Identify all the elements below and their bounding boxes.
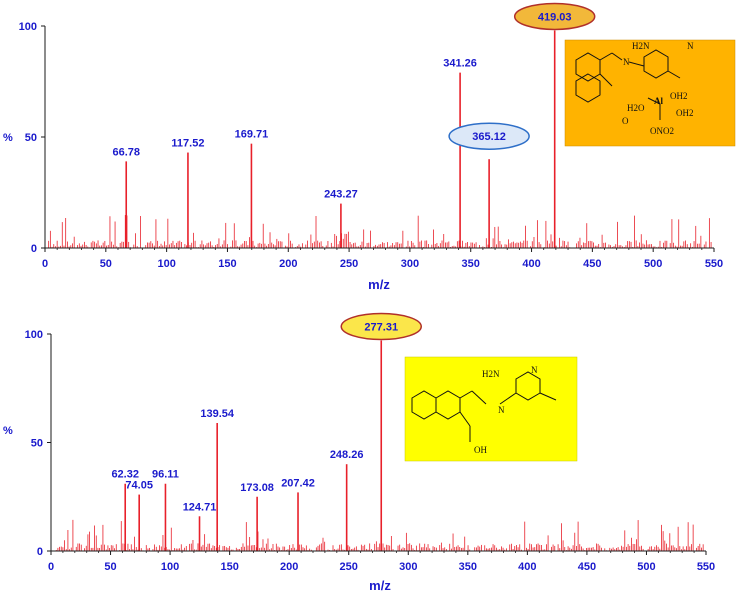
bottom-peak-label: 139.54	[200, 408, 235, 420]
bottom-x-tick-label: 550	[697, 561, 715, 573]
top-peak-label: 365.12	[472, 131, 506, 143]
top-x-tick-label: 300	[401, 258, 419, 270]
bottom-peak-label: 124.71	[183, 501, 217, 513]
top-spectrum-panel: 0 50 100 150 200 250 300 350 400 450 500 550 0 50 100…	[3, 2, 736, 292]
bottom-structure-box: H2N N N OH	[404, 356, 578, 462]
top-structure-background	[564, 39, 736, 147]
bottom-highlight-oval	[340, 312, 423, 341]
bottom-x-tick-label: 400	[518, 561, 536, 573]
top-peak-labels: 66.78 117.52 169.71 243.27 341.26 365.12 419.0…	[112, 2, 596, 201]
bottom-x-axis-title: m/z	[369, 578, 391, 593]
top-x-tick-label: 50	[100, 258, 112, 270]
top-x-axis-title: m/z	[368, 277, 390, 292]
bottom-x-tick-label: 100	[161, 561, 179, 573]
top-chem-label: H2O	[627, 103, 645, 113]
top-x-tick-label: 0	[42, 258, 48, 270]
top-chem-label: H2N	[632, 41, 650, 51]
bottom-chem-label: N	[498, 405, 505, 415]
bottom-structure-bonds	[411, 371, 557, 442]
top-structure-box: H2N N N H2O Al OH2 OH2 O ONO2	[564, 39, 736, 147]
bottom-x-tick-label: 350	[459, 561, 477, 573]
top-chem-label: N	[687, 41, 694, 51]
bottom-y-tick-label: 100	[25, 329, 43, 341]
bottom-peak-label: 62.32	[111, 469, 139, 481]
bottom-chem-label: H2N	[482, 369, 500, 379]
top-chem-label: O	[622, 116, 629, 126]
top-chem-label: OH2	[670, 91, 688, 101]
top-x-ticks: 0 50 100 150 200 250 300 350 400 450 500 550	[42, 248, 723, 270]
top-peak-label: 117.52	[171, 138, 204, 150]
top-x-tick-label: 550	[705, 258, 723, 270]
bottom-x-ticks: 0 50 100 150 200 250 300 350 400 450 500 550	[48, 551, 715, 573]
bottom-peak-label: 248.26	[330, 449, 364, 461]
top-y-tick-label: 50	[25, 132, 37, 144]
bottom-spectrum-panel: 0 50 100 150 200 250 300 350 400 450 500 550 0 50 100…	[3, 312, 715, 593]
top-x-tick-label: 400	[522, 258, 540, 270]
bottom-x-tick-label: 450	[578, 561, 596, 573]
bottom-peak-label: 96.11	[152, 469, 179, 481]
bottom-peak-label: 277.31	[364, 322, 398, 334]
top-structure-bonds	[575, 49, 681, 120]
bottom-chem-label: N	[531, 365, 538, 375]
top-y-axis-title: %	[3, 132, 13, 144]
bottom-x-tick-label: 200	[280, 561, 298, 573]
top-peak-label: 169.71	[235, 129, 269, 141]
top-y-tick-label: 100	[19, 21, 37, 33]
bottom-x-tick-label: 50	[104, 561, 116, 573]
top-peak-label: 341.26	[443, 58, 477, 70]
bottom-x-tick-label: 500	[637, 561, 655, 573]
top-x-tick-label: 100	[157, 258, 175, 270]
bottom-peak-label: 207.42	[281, 477, 315, 489]
top-highlight-oval	[513, 2, 596, 31]
top-chem-label: N	[623, 57, 630, 67]
bottom-labeled-peaks	[124, 340, 383, 551]
top-y-ticks: 0 50 100	[19, 21, 45, 255]
top-chem-label: OH2	[676, 108, 694, 118]
bottom-x-tick-label: 0	[48, 561, 54, 573]
bottom-y-tick-label: 50	[31, 438, 43, 450]
bottom-noise-peaks	[54, 519, 704, 551]
top-x-tick-label: 450	[583, 258, 601, 270]
top-chem-label: ONO2	[650, 126, 674, 136]
top-y-tick-label: 0	[31, 243, 37, 255]
top-x-tick-label: 200	[279, 258, 297, 270]
bottom-peak-label: 74.05	[125, 480, 153, 492]
bottom-y-tick-label: 0	[37, 546, 43, 558]
top-noise-peaks	[48, 215, 712, 248]
bottom-x-tick-label: 150	[220, 561, 238, 573]
bottom-x-tick-label: 250	[340, 561, 358, 573]
top-x-tick-label: 500	[644, 258, 662, 270]
top-peak-label: 419.03	[538, 11, 572, 23]
bottom-chem-label: OH	[474, 445, 487, 455]
bottom-peak-label: 173.08	[240, 482, 274, 494]
top-x-tick-label: 350	[462, 258, 480, 270]
bottom-structure-background	[404, 356, 578, 462]
bottom-axes	[50, 334, 706, 552]
top-highlight-oval	[448, 122, 530, 150]
bottom-y-ticks: 0 50 100	[25, 329, 51, 558]
top-labeled-peaks	[125, 30, 556, 248]
top-chem-label: Al	[654, 96, 663, 106]
top-peak-label: 66.78	[112, 146, 140, 158]
top-x-tick-label: 150	[218, 258, 236, 270]
top-x-tick-label: 250	[340, 258, 358, 270]
bottom-x-tick-label: 300	[399, 561, 417, 573]
top-peak-label: 243.27	[324, 189, 358, 201]
bottom-y-axis-title: %	[3, 425, 13, 437]
